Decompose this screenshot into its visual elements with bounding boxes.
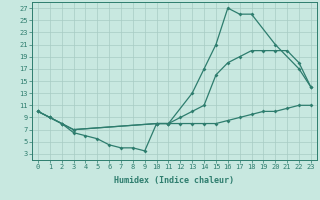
X-axis label: Humidex (Indice chaleur): Humidex (Indice chaleur) <box>115 176 234 185</box>
